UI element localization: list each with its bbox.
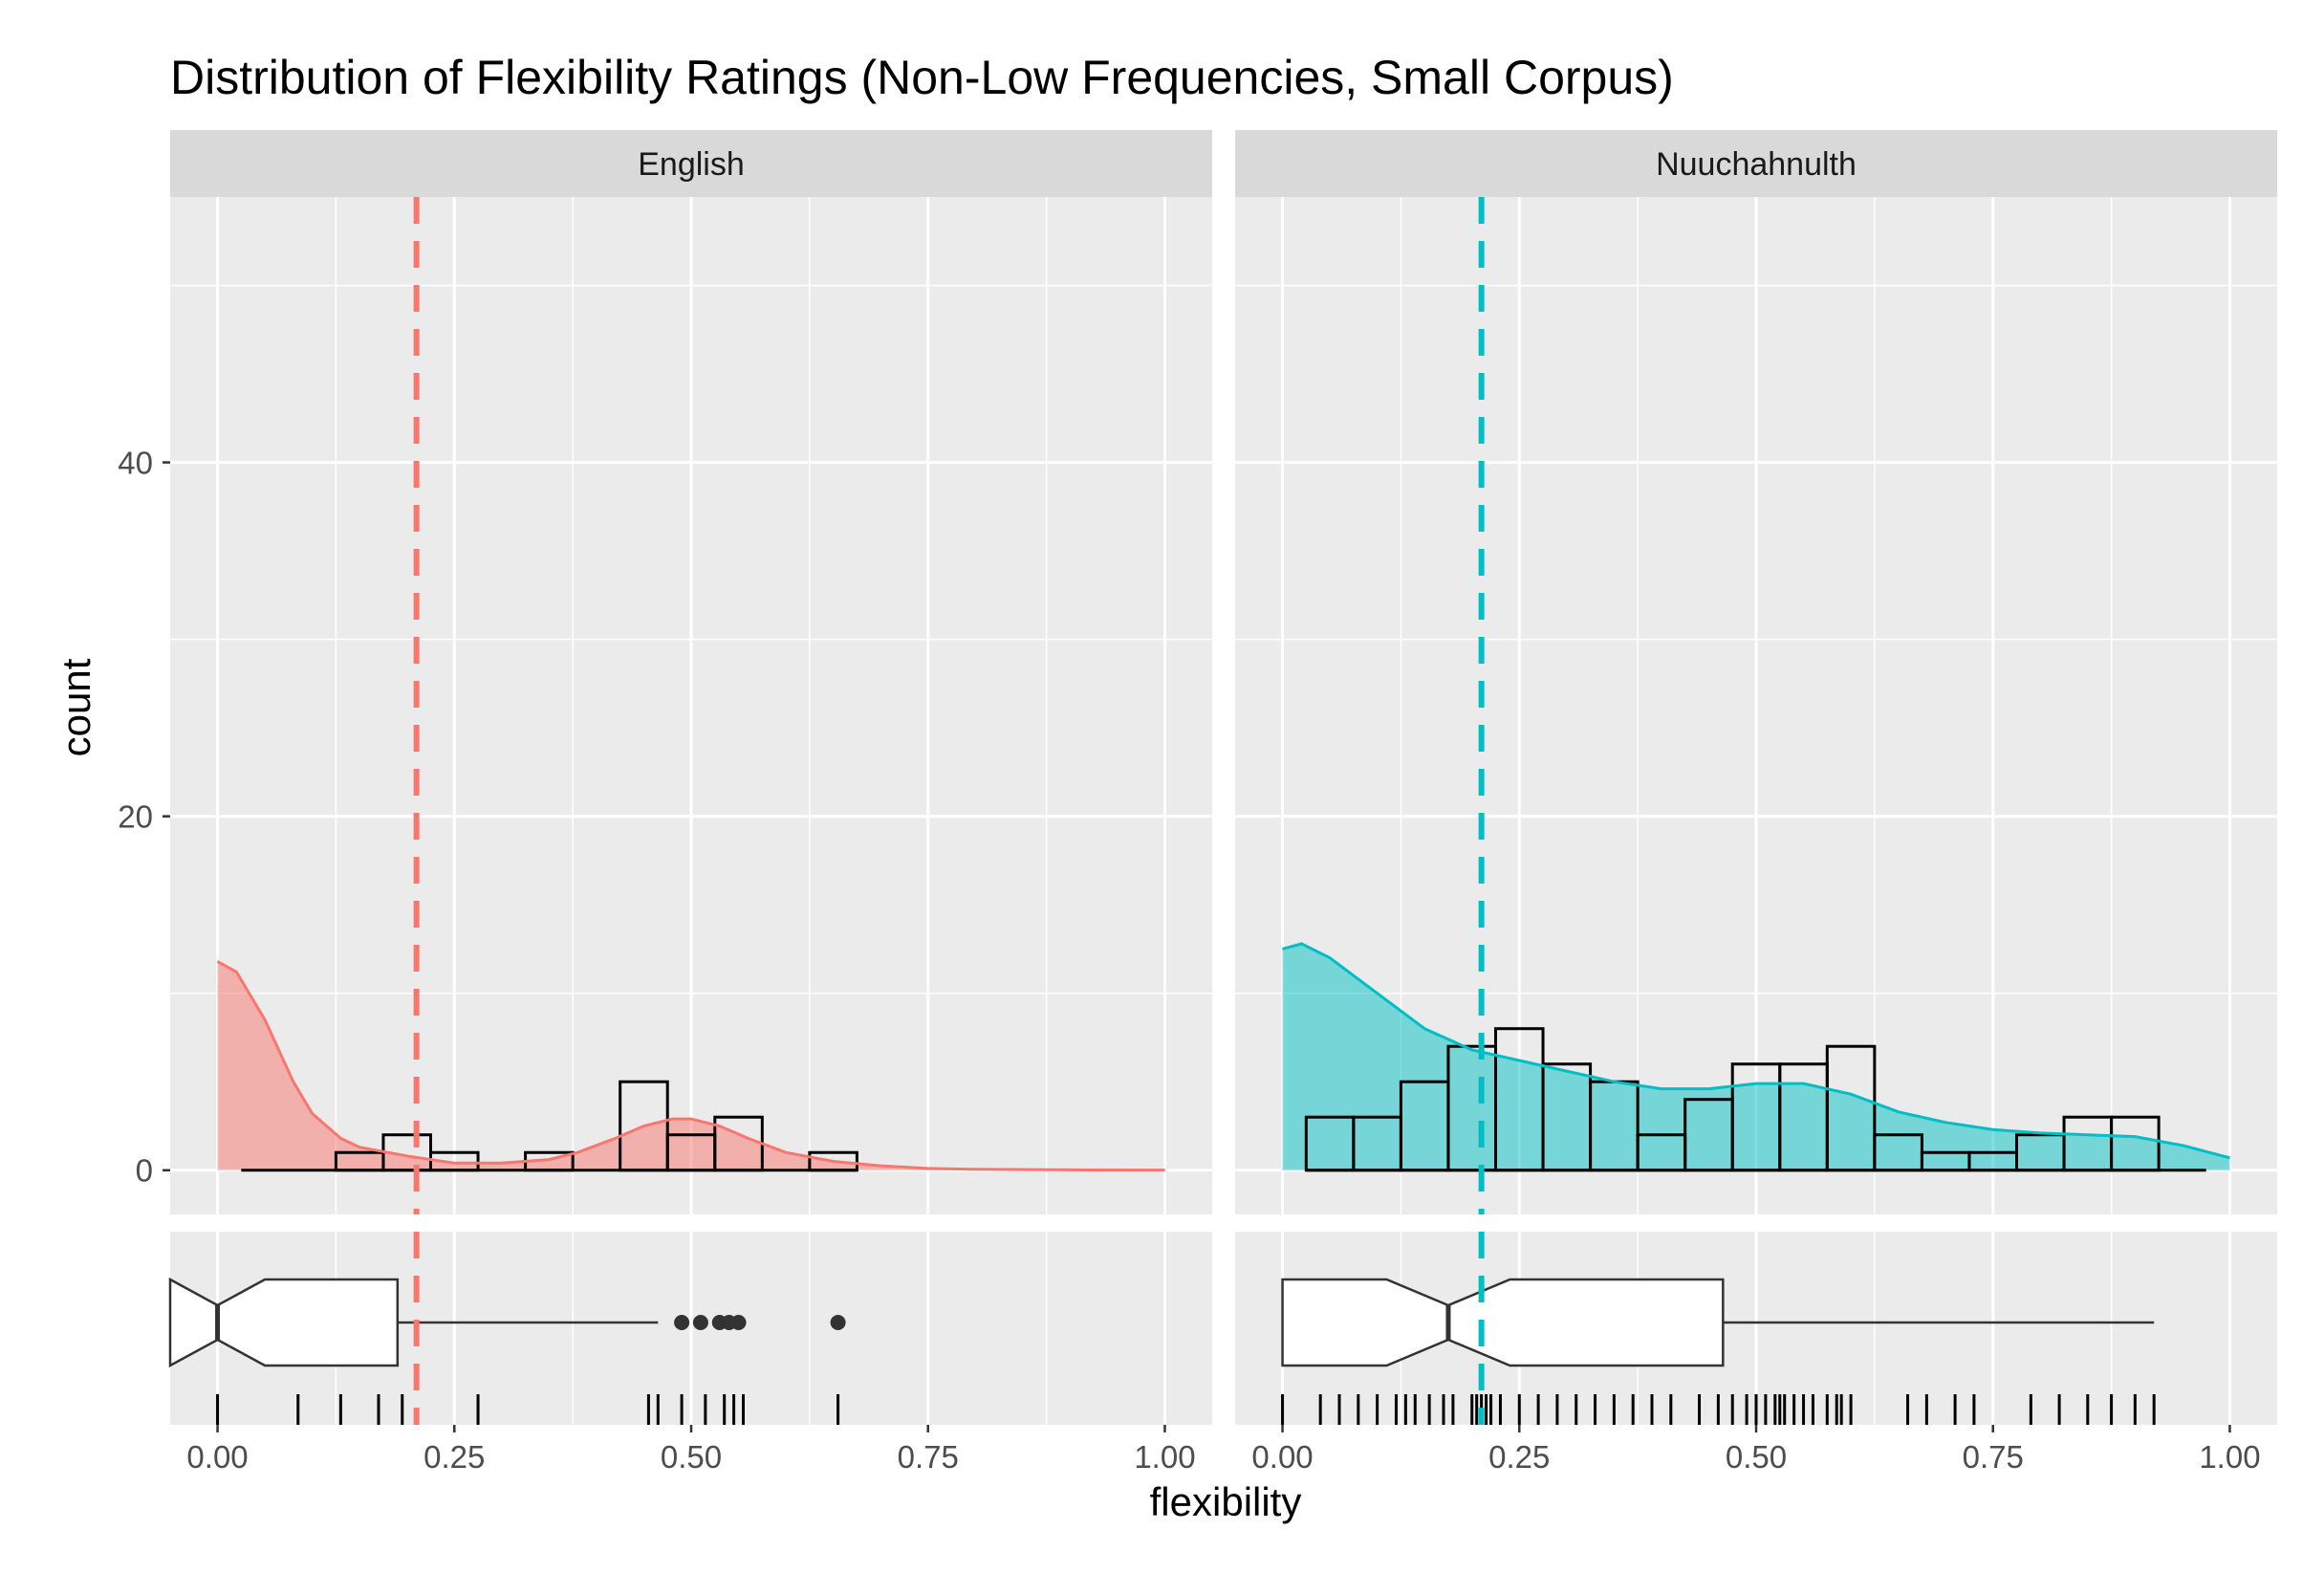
facet-strip [1235, 130, 2277, 197]
boxplot-outlier [830, 1315, 846, 1330]
y-axis-tick-label: 40 [118, 446, 153, 481]
x-axis-tick-label: 0.25 [1488, 1439, 1550, 1475]
density-area [217, 961, 1165, 1170]
facet-strip [170, 130, 1212, 197]
facet-panel-nuuchahnulth: Nuuchahnulth 0.00 0.25 0.50 0.75 1.00 [1235, 130, 2277, 1475]
density-line [1282, 942, 2230, 1160]
boxplot-box [1281, 1278, 1725, 1367]
x-axis-title: flexibility [1150, 1479, 1302, 1524]
boxplot-outlier [692, 1315, 708, 1330]
x-axis-tick-label: 0.75 [898, 1439, 959, 1475]
y-axis-title: count [54, 658, 98, 756]
boxplot-box [168, 1277, 400, 1368]
density-area [1282, 943, 2230, 1170]
facet-panel-english: English 0.00 0.25 0.50 0.75 1.00 [168, 130, 1212, 1475]
x-axis-tick-label: 0.50 [1726, 1439, 1787, 1475]
x-axis-tick-label: 0.00 [1251, 1439, 1313, 1475]
chart-title: Distribution of Flexibility Ratings (Non… [170, 51, 1674, 104]
y-axis-tick-label: 20 [118, 799, 153, 835]
x-axis-tick-label: 1.00 [2199, 1439, 2260, 1475]
x-axis-tick-label: 0.75 [1963, 1439, 2024, 1475]
facet-strip-label: Nuuchahnulth [1656, 146, 1857, 183]
x-axis-tick-label: 0.25 [424, 1439, 485, 1475]
x-axis-tick-label: 1.00 [1134, 1439, 1195, 1475]
density-line [216, 960, 1165, 1172]
facet-strip-label: English [638, 146, 745, 183]
x-axis-tick-label: 0.50 [661, 1439, 722, 1475]
y-axis-tick-label: 0 [136, 1153, 153, 1189]
boxplot-outlier [730, 1315, 747, 1330]
boxplot-outlier [674, 1315, 690, 1330]
x-axis-tick-label: 0.00 [186, 1439, 248, 1475]
